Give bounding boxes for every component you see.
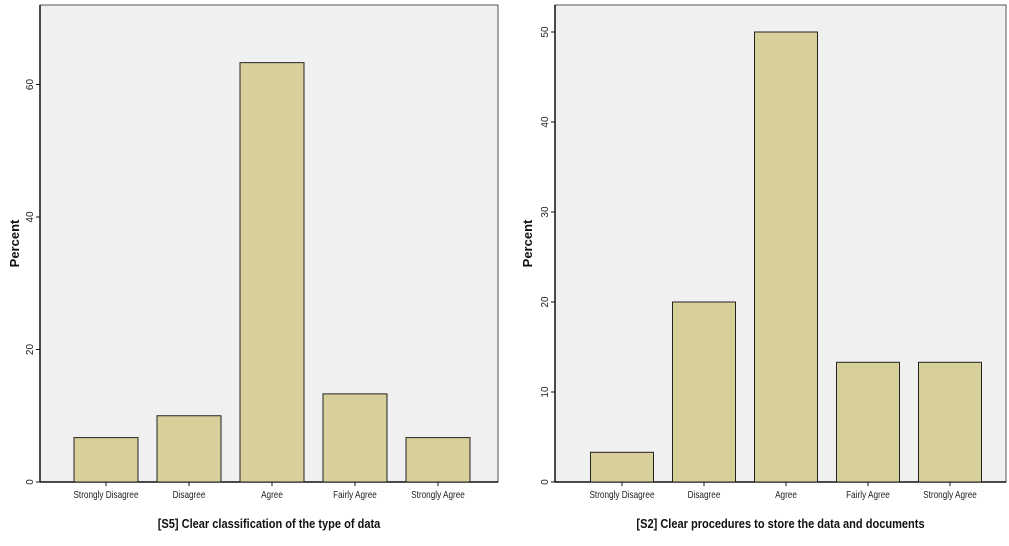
y-ticks: 0 10 20 30 40 50: [540, 26, 555, 485]
bar-fairly-agree: [836, 361, 900, 483]
bars: [73, 62, 471, 483]
category-label: Strongly Agree: [923, 489, 977, 500]
category-label: Fairly Agree: [846, 489, 890, 500]
y-tick-label: 30: [540, 206, 551, 218]
category-label: Agree: [775, 489, 797, 500]
category-labels: Strongly Disagree Disagree Agree Fairly Agr…: [73, 482, 465, 500]
chart-s2-svg: 0 10 20 30 40 50 Strongly Disagree Disagree Agr…: [520, 4, 1007, 531]
y-tick-label: 40: [540, 116, 551, 128]
bar-strongly-agree: [918, 361, 982, 483]
category-label: Fairly Agree: [333, 489, 377, 500]
bar-agree: [754, 31, 818, 483]
y-tick-label: 40: [25, 211, 36, 223]
y-tick-label: 10: [540, 386, 551, 398]
y-axis-label: Percent: [520, 219, 535, 267]
bars: [590, 31, 982, 483]
x-axis-label: [S2] Clear procedures to store the data …: [636, 516, 924, 531]
bar-disagree: [672, 301, 736, 483]
bar-disagree: [156, 415, 222, 483]
x-axis-label: [S5] Clear classification of the type of…: [158, 516, 381, 531]
y-tick-label: 20: [25, 344, 36, 356]
y-tick-label: 0: [540, 479, 551, 485]
chart-s5-svg: 0 20 40 60 Strongly Disagree Disagree Agree Fa…: [7, 4, 499, 531]
y-tick-label: 20: [540, 296, 551, 308]
category-label: Strongly Disagree: [589, 489, 654, 500]
y-axis-label: Percent: [7, 219, 22, 267]
chart-s2-procedures: 0 10 20 30 40 50 Strongly Disagree Disagree Agr…: [509, 0, 1009, 541]
category-label: Strongly Disagree: [73, 489, 138, 500]
y-tick-label: 50: [540, 26, 551, 38]
y-tick-label: 0: [25, 479, 36, 485]
category-label: Strongly Agree: [411, 489, 465, 500]
bar-strongly-agree: [405, 437, 471, 483]
bar-agree: [239, 62, 305, 483]
y-ticks: 0 20 40 60: [25, 79, 40, 485]
bar-strongly-disagree: [73, 437, 139, 483]
category-label: Disagree: [173, 489, 206, 500]
bar-fairly-agree: [322, 393, 388, 483]
category-labels: Strongly Disagree Disagree Agree Fairly Agr…: [589, 482, 977, 500]
chart-s5-classification: 0 20 40 60 Strongly Disagree Disagree Agree Fa…: [0, 0, 500, 541]
category-label: Agree: [261, 489, 283, 500]
category-label: Disagree: [688, 489, 721, 500]
y-tick-label: 60: [25, 79, 36, 91]
bar-strongly-disagree: [590, 451, 654, 483]
